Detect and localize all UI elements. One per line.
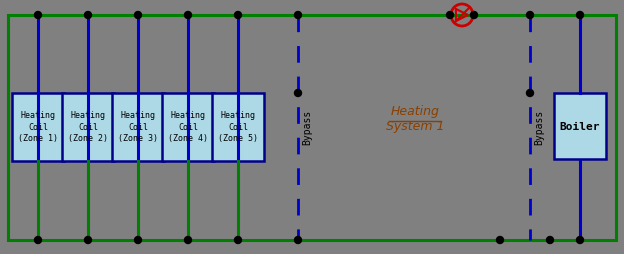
- Text: Boiler: Boiler: [560, 122, 600, 132]
- Circle shape: [185, 11, 192, 19]
- Circle shape: [135, 236, 142, 244]
- Circle shape: [84, 236, 92, 244]
- Circle shape: [135, 11, 142, 19]
- Circle shape: [235, 236, 241, 244]
- Circle shape: [295, 11, 301, 19]
- Bar: [62, 93, 114, 161]
- Circle shape: [84, 11, 92, 19]
- Text: Bypass: Bypass: [534, 110, 544, 145]
- Circle shape: [577, 236, 583, 244]
- Bar: [212, 93, 264, 161]
- Text: Heating
System 1: Heating System 1: [386, 105, 444, 133]
- Circle shape: [527, 11, 534, 19]
- Bar: [112, 93, 164, 161]
- Text: Heating
Coil
(Zone 1): Heating Coil (Zone 1): [18, 112, 58, 142]
- Circle shape: [470, 11, 477, 19]
- Circle shape: [527, 89, 534, 97]
- Circle shape: [34, 236, 42, 244]
- Bar: [12, 93, 64, 161]
- Text: Heating
Coil
(Zone 3): Heating Coil (Zone 3): [118, 112, 158, 142]
- Bar: [554, 93, 606, 159]
- Circle shape: [34, 11, 42, 19]
- Text: Heating
Coil
(Zone 5): Heating Coil (Zone 5): [218, 112, 258, 142]
- Circle shape: [295, 236, 301, 244]
- Text: Bypass: Bypass: [302, 110, 312, 145]
- Bar: [162, 93, 214, 161]
- Circle shape: [447, 11, 454, 19]
- Text: Heating
Coil
(Zone 4): Heating Coil (Zone 4): [168, 112, 208, 142]
- Circle shape: [235, 11, 241, 19]
- Text: Heating
Coil
(Zone 2): Heating Coil (Zone 2): [68, 112, 108, 142]
- Circle shape: [577, 11, 583, 19]
- Circle shape: [295, 89, 301, 97]
- Circle shape: [185, 236, 192, 244]
- Circle shape: [547, 236, 553, 244]
- Circle shape: [497, 236, 504, 244]
